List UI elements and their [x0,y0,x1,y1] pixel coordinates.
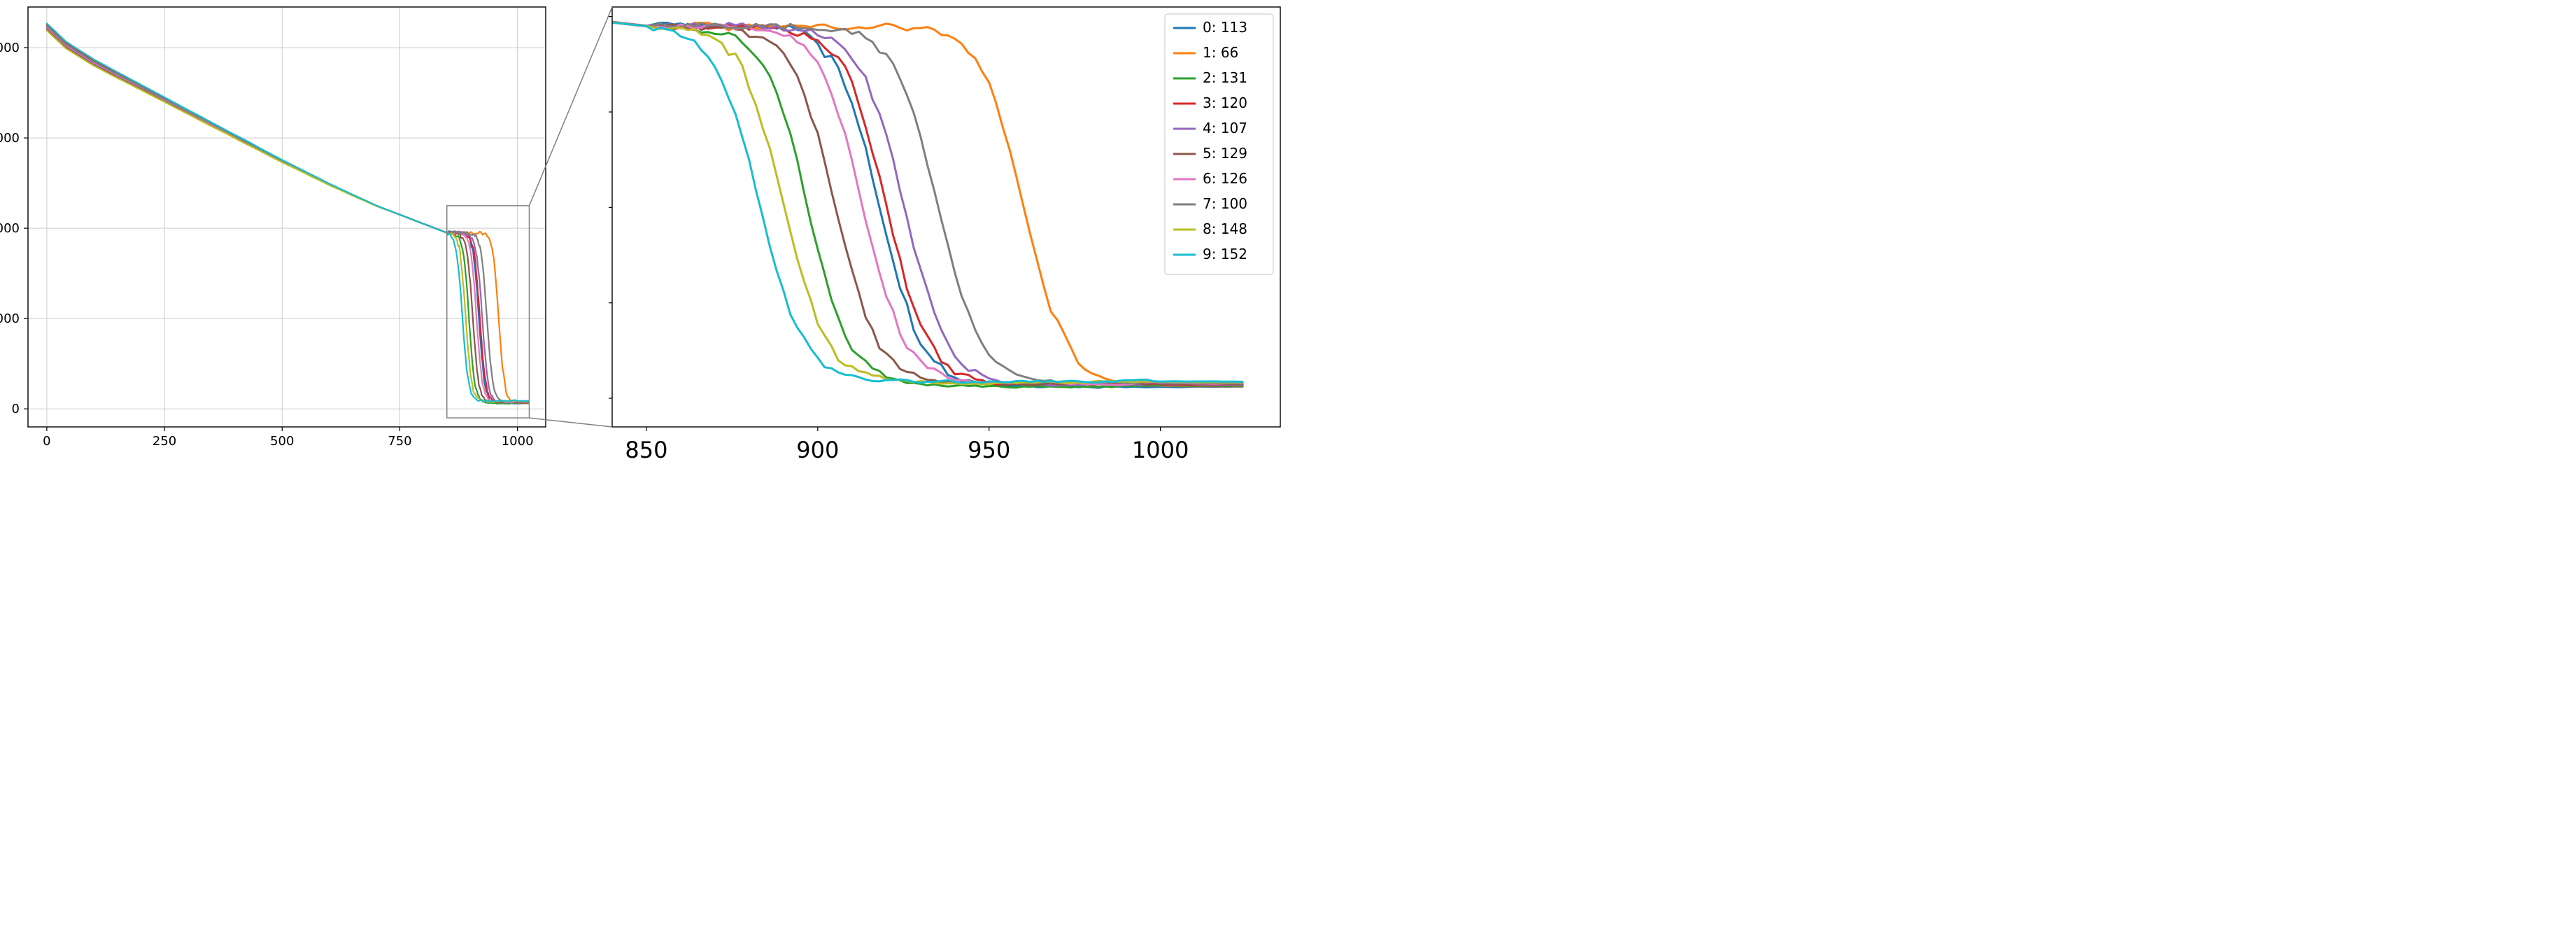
figure-root: 0 250 500 750 1000 0 2000 4000 6000 8000 850 900 950… [0,0,1288,464]
legend-label: 7: 100 [1203,195,1247,212]
y-tick-label: 0 [12,402,20,416]
x-tick-label: 250 [153,434,176,449]
legend-label: 5: 129 [1203,145,1247,162]
legend-label: 9: 152 [1203,246,1247,262]
legend-label: 1: 66 [1203,44,1238,61]
legend-label: 6: 126 [1203,170,1247,187]
x-tick-label: 1000 [502,434,534,449]
legend: 0: 113 1: 66 2: 131 3: 120 4: 107 5: 129 6: 12… [1165,14,1273,274]
y-tick-label: 2000 [0,311,20,326]
legend-label: 8: 148 [1203,220,1247,237]
x-tick-label: 500 [270,434,294,449]
y-tick-label: 6000 [0,131,20,146]
legend-label: 2: 131 [1203,69,1247,86]
legend-label: 3: 120 [1203,94,1247,111]
x-tick-label: 0 [43,434,50,449]
x-tick-label: 950 [968,437,1010,463]
x-tick-label: 750 [388,434,411,449]
y-tick-label: 8000 [0,41,20,55]
x-tick-label: 900 [796,437,839,463]
legend-label: 4: 107 [1203,120,1247,136]
y-tick-label: 4000 [0,221,20,236]
legend-label: 0: 113 [1203,19,1247,36]
x-tick-label: 1000 [1132,437,1189,463]
x-tick-label: 850 [625,437,667,463]
